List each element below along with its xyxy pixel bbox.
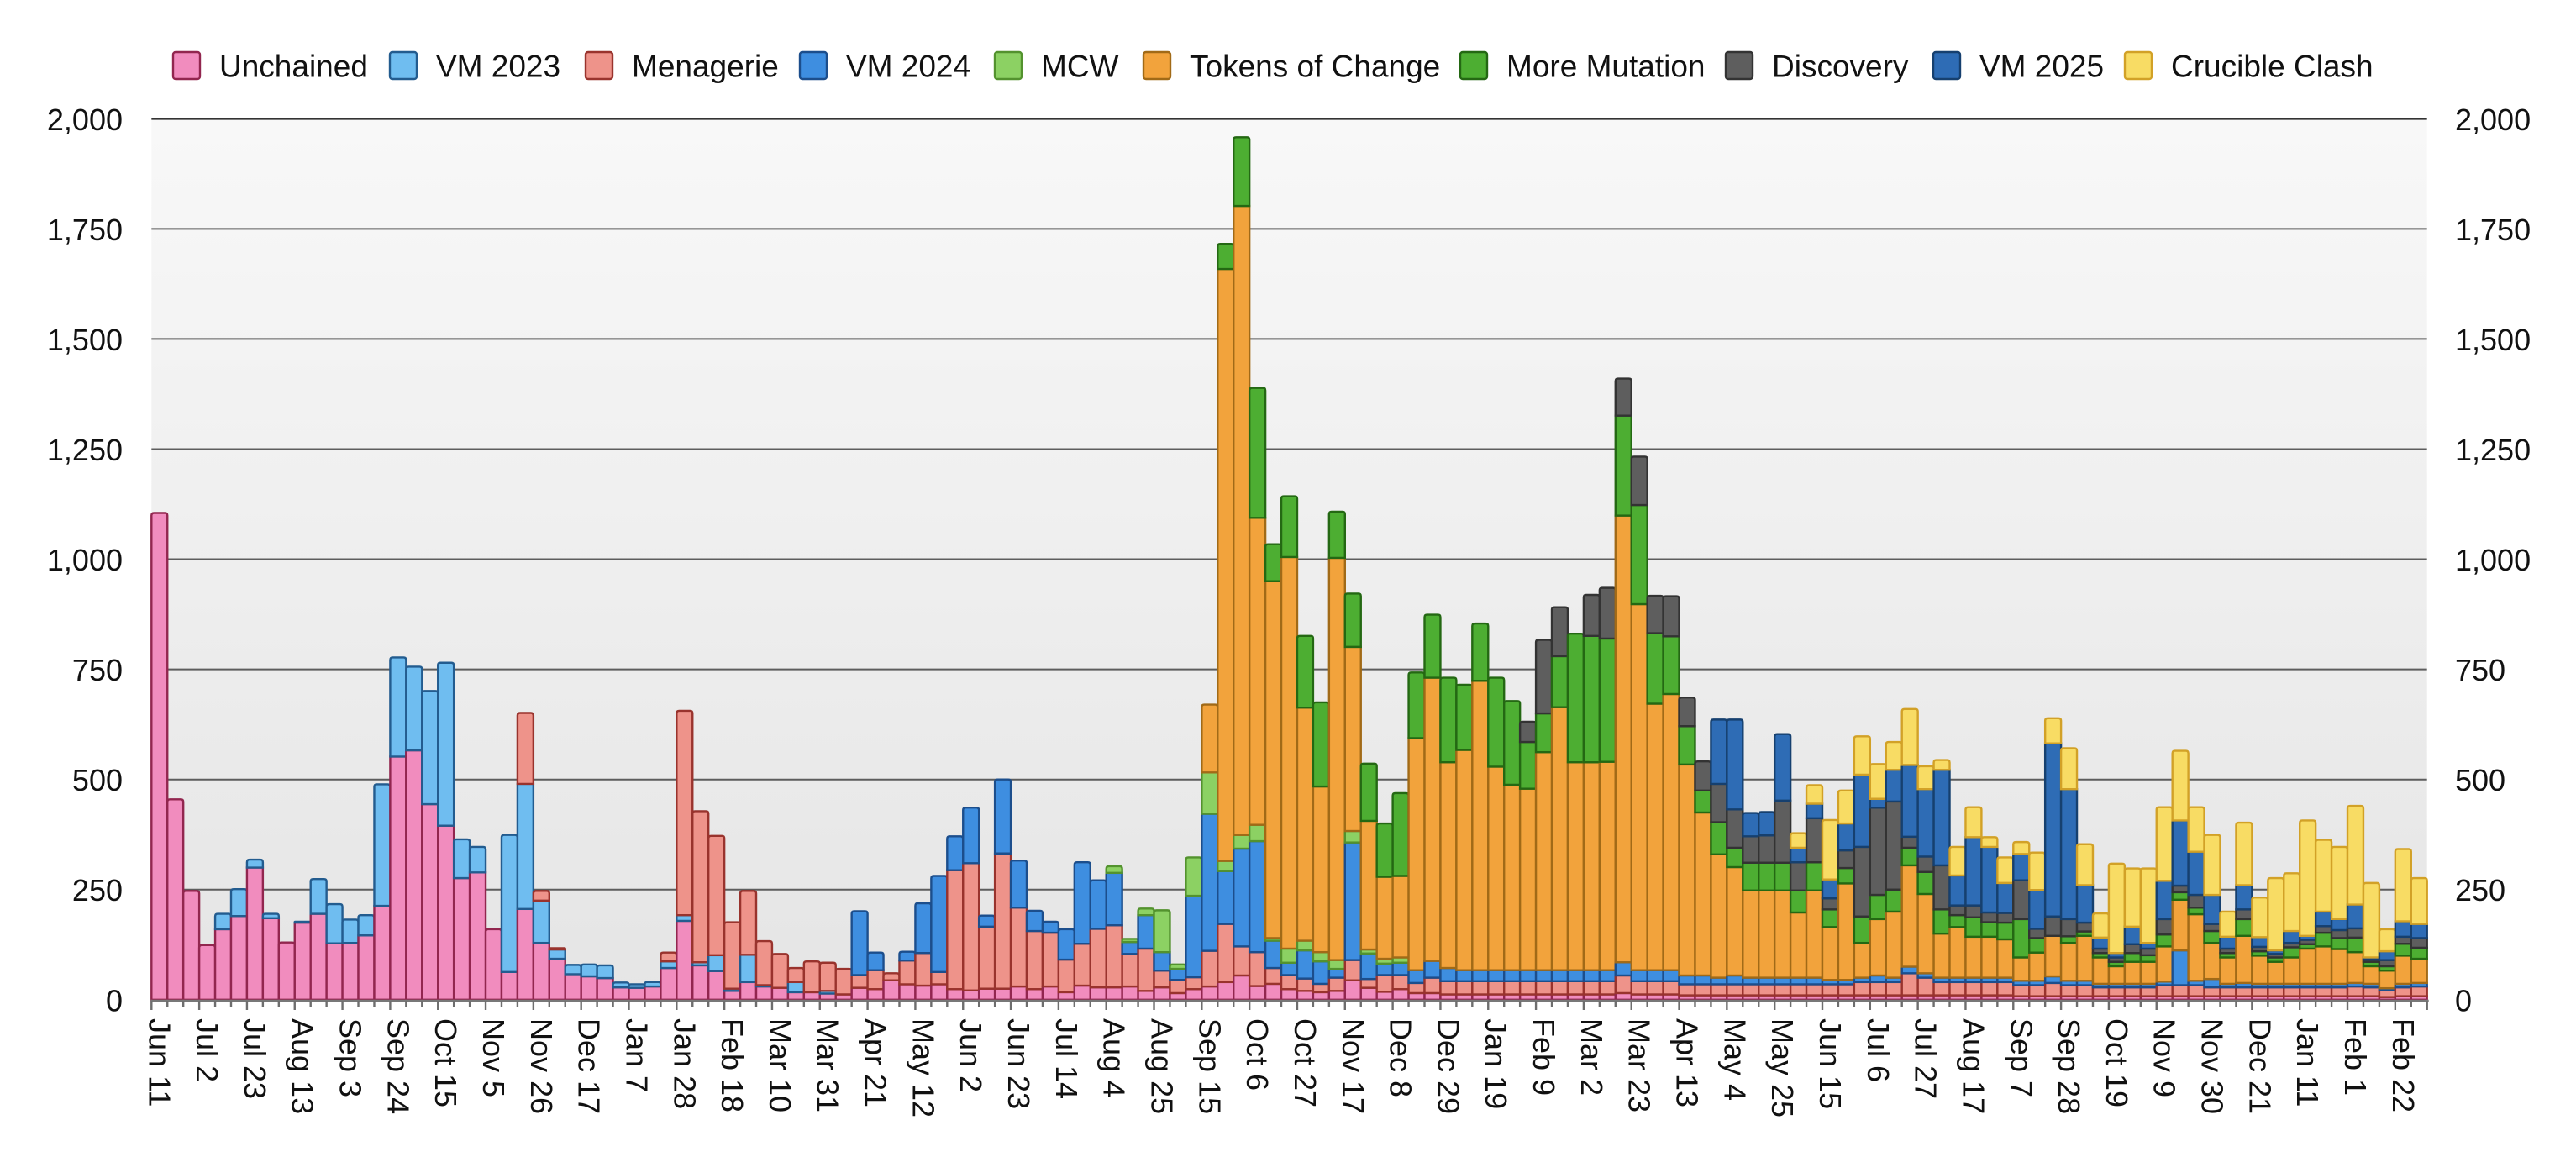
svg-text:0: 0: [2455, 983, 2472, 1018]
svg-text:1,250: 1,250: [2455, 433, 2531, 467]
svg-text:750: 750: [2455, 653, 2505, 687]
svg-text:MCW: MCW: [1041, 50, 1119, 84]
svg-text:Sep 7: Sep 7: [2004, 1018, 2038, 1097]
svg-text:Feb 18: Feb 18: [715, 1018, 749, 1112]
svg-text:Oct 6: Oct 6: [1240, 1018, 1275, 1091]
svg-text:Sep 15: Sep 15: [1192, 1018, 1227, 1114]
svg-text:Aug 25: Aug 25: [1145, 1018, 1180, 1114]
svg-text:Apr 21: Apr 21: [859, 1018, 893, 1107]
svg-text:Mar 10: Mar 10: [763, 1018, 797, 1112]
svg-text:Aug 4: Aug 4: [1097, 1018, 1132, 1097]
svg-text:May 25: May 25: [1765, 1018, 1800, 1118]
svg-text:Nov 9: Nov 9: [2148, 1018, 2182, 1097]
svg-text:Unchained: Unchained: [219, 50, 368, 84]
svg-text:Jul 27: Jul 27: [1909, 1018, 1943, 1099]
svg-text:Jun 23: Jun 23: [1001, 1018, 1036, 1109]
svg-text:Dec 8: Dec 8: [1384, 1018, 1418, 1097]
svg-text:Jan 11: Jan 11: [2290, 1018, 2325, 1107]
svg-text:Jan 19: Jan 19: [1479, 1018, 1513, 1109]
svg-text:Jan 7: Jan 7: [620, 1018, 655, 1092]
svg-text:Jul 14: Jul 14: [1049, 1018, 1084, 1099]
svg-text:2,000: 2,000: [47, 103, 123, 137]
svg-text:Jul 23: Jul 23: [238, 1018, 272, 1099]
svg-text:Dec 17: Dec 17: [572, 1018, 607, 1114]
svg-text:2,000: 2,000: [2455, 103, 2531, 137]
svg-text:Mar 23: Mar 23: [1622, 1018, 1657, 1112]
svg-text:May 12: May 12: [906, 1018, 940, 1118]
svg-text:Oct 27: Oct 27: [1288, 1018, 1322, 1107]
svg-text:Apr 13: Apr 13: [1670, 1018, 1705, 1107]
svg-text:Oct 15: Oct 15: [428, 1018, 463, 1107]
svg-text:Sep 24: Sep 24: [381, 1018, 415, 1114]
svg-text:1,750: 1,750: [2455, 213, 2531, 247]
svg-text:Feb 22: Feb 22: [2386, 1018, 2421, 1112]
svg-text:Nov 26: Nov 26: [524, 1018, 559, 1114]
svg-text:1,750: 1,750: [47, 213, 123, 247]
svg-text:0: 0: [106, 983, 123, 1018]
svg-text:750: 750: [72, 653, 123, 687]
svg-text:Mar 31: Mar 31: [811, 1018, 845, 1112]
svg-text:Feb 1: Feb 1: [2338, 1018, 2373, 1096]
svg-text:1,250: 1,250: [47, 433, 123, 467]
svg-text:500: 500: [2455, 763, 2505, 797]
svg-text:Sep 28: Sep 28: [2052, 1018, 2086, 1114]
svg-text:Tokens of Change: Tokens of Change: [1190, 50, 1440, 84]
svg-text:Discovery: Discovery: [1772, 50, 1909, 84]
svg-text:VM 2025: VM 2025: [1979, 50, 2104, 84]
svg-text:Jan 28: Jan 28: [667, 1018, 702, 1109]
svg-text:Aug 17: Aug 17: [1956, 1018, 1990, 1114]
svg-text:Dec 21: Dec 21: [2242, 1018, 2277, 1114]
svg-text:Nov 5: Nov 5: [476, 1018, 511, 1097]
svg-text:500: 500: [72, 763, 123, 797]
svg-text:Menagerie: Menagerie: [632, 50, 779, 84]
svg-text:VM 2024: VM 2024: [846, 50, 970, 84]
svg-text:Crucible Clash: Crucible Clash: [2171, 50, 2374, 84]
svg-text:VM 2023: VM 2023: [436, 50, 560, 84]
svg-text:1,000: 1,000: [2455, 543, 2531, 577]
svg-text:250: 250: [2455, 873, 2505, 907]
svg-text:Jun 15: Jun 15: [1813, 1018, 1848, 1109]
svg-text:Jul 6: Jul 6: [1861, 1018, 1895, 1082]
svg-text:Mar 2: Mar 2: [1575, 1018, 1609, 1096]
svg-text:Jun 11: Jun 11: [142, 1018, 176, 1107]
svg-text:1,500: 1,500: [2455, 323, 2531, 357]
svg-text:Aug 13: Aug 13: [286, 1018, 320, 1114]
svg-text:1,000: 1,000: [47, 543, 123, 577]
svg-text:Oct 19: Oct 19: [2100, 1018, 2134, 1107]
svg-text:Jun 2: Jun 2: [954, 1018, 988, 1092]
svg-text:More Mutation: More Mutation: [1506, 50, 1706, 84]
svg-text:Nov 30: Nov 30: [2195, 1018, 2230, 1114]
svg-text:250: 250: [72, 873, 123, 907]
svg-text:Jul 2: Jul 2: [190, 1018, 224, 1082]
svg-text:May 4: May 4: [1717, 1018, 1752, 1101]
svg-text:Dec 29: Dec 29: [1431, 1018, 1465, 1114]
svg-text:1,500: 1,500: [47, 323, 123, 357]
svg-text:Nov 17: Nov 17: [1336, 1018, 1370, 1114]
svg-text:Feb 9: Feb 9: [1527, 1018, 1561, 1096]
svg-text:Sep 3: Sep 3: [334, 1018, 368, 1097]
